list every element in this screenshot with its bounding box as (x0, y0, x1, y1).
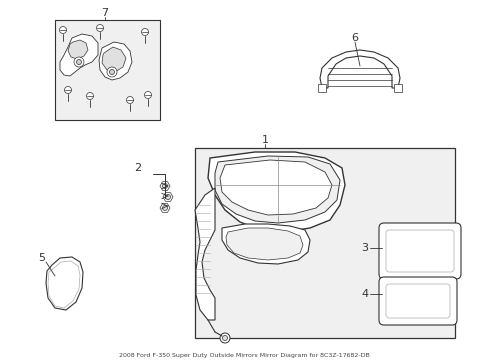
Polygon shape (60, 34, 98, 76)
Circle shape (107, 67, 117, 77)
Polygon shape (220, 160, 331, 215)
Bar (55, 20, 160, 120)
Circle shape (222, 336, 227, 341)
Circle shape (60, 27, 66, 33)
Polygon shape (195, 188, 215, 320)
Polygon shape (68, 40, 88, 59)
Polygon shape (215, 156, 339, 223)
Circle shape (144, 91, 151, 99)
FancyBboxPatch shape (378, 277, 456, 325)
Circle shape (126, 96, 133, 104)
Text: 2: 2 (134, 163, 141, 173)
Bar (393, 84, 401, 92)
FancyBboxPatch shape (378, 223, 460, 279)
Polygon shape (163, 193, 173, 201)
Text: 2008 Ford F-350 Super Duty Outside Mirrors Mirror Diagram for 8C3Z-17682-DB: 2008 Ford F-350 Super Duty Outside Mirro… (119, 352, 368, 357)
Circle shape (141, 28, 148, 36)
Circle shape (74, 57, 84, 67)
Circle shape (162, 206, 167, 211)
Circle shape (76, 59, 81, 64)
Polygon shape (99, 42, 132, 80)
Polygon shape (222, 224, 309, 264)
Polygon shape (102, 47, 126, 72)
Polygon shape (225, 228, 303, 260)
Circle shape (86, 93, 93, 99)
Text: 7: 7 (101, 8, 108, 18)
Bar (317, 84, 325, 92)
Polygon shape (319, 50, 399, 88)
Circle shape (96, 24, 103, 31)
Text: 3: 3 (361, 243, 368, 253)
Polygon shape (46, 257, 83, 310)
Text: 5: 5 (39, 253, 45, 263)
Polygon shape (207, 152, 345, 232)
Circle shape (109, 69, 114, 75)
Circle shape (162, 184, 167, 189)
Polygon shape (160, 204, 170, 212)
Circle shape (64, 86, 71, 94)
Text: 4: 4 (361, 289, 368, 299)
Text: 6: 6 (351, 33, 358, 43)
Text: 1: 1 (261, 135, 268, 145)
Circle shape (165, 194, 170, 199)
Circle shape (220, 333, 229, 343)
Bar (195, 148, 454, 338)
Polygon shape (160, 182, 170, 190)
